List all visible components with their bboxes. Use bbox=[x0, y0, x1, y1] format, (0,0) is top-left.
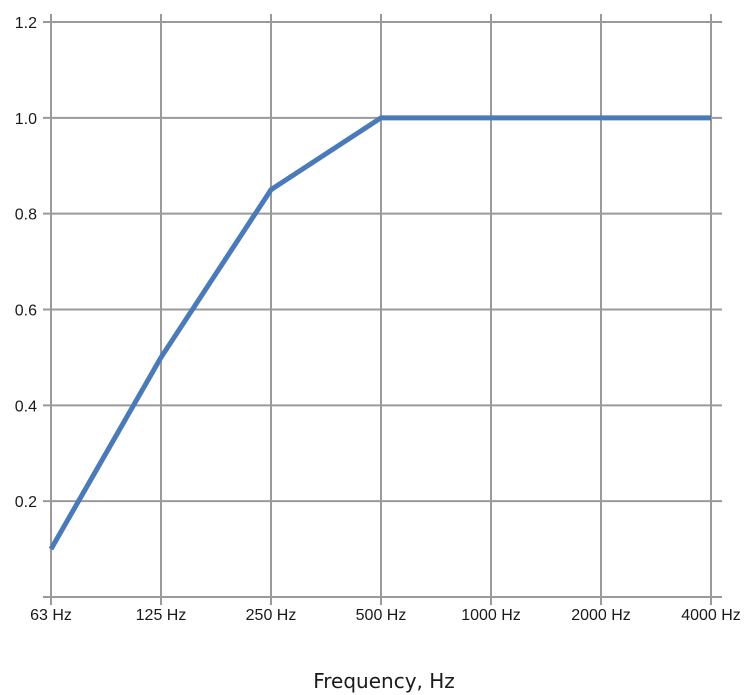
y-tick-label: 1.0 bbox=[15, 111, 37, 128]
series-group bbox=[48, 115, 712, 551]
x-tick-label: 63 Hz bbox=[30, 607, 72, 624]
x-tick-labels: 63 Hz 125 Hz 250 Hz 500 Hz 1000 Hz 2000 Hz 400… bbox=[30, 607, 741, 624]
y-tick-label: 0.2 bbox=[15, 494, 37, 511]
y-tick-label: 0.6 bbox=[15, 303, 37, 320]
y-tick-label: 0.8 bbox=[15, 207, 37, 224]
y-tick-labels: 0.2 0.4 0.6 0.8 1.0 1.2 bbox=[15, 15, 37, 511]
x-tick-label: 500 Hz bbox=[356, 607, 407, 624]
x-tick-label: 2000 Hz bbox=[571, 607, 631, 624]
y-tick-label: 1.2 bbox=[15, 15, 37, 32]
x-tick-label: 4000 Hz bbox=[681, 607, 741, 624]
x-tick-label: 125 Hz bbox=[136, 607, 187, 624]
x-tick-label: 250 Hz bbox=[246, 607, 297, 624]
x-tick-label: 1000 Hz bbox=[461, 607, 521, 624]
horizontal-gridlines bbox=[43, 21, 722, 503]
y-tick-label: 0.4 bbox=[15, 398, 37, 415]
x-axis-title: Frequency, Hz bbox=[313, 669, 455, 693]
